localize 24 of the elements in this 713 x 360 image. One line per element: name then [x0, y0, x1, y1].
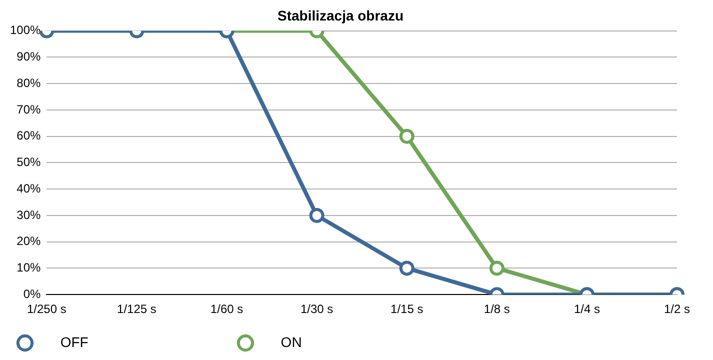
chart-title: Stabilizacja obrazu — [277, 7, 404, 24]
y-tick-label: 20% — [16, 234, 42, 248]
point — [399, 128, 414, 144]
point — [309, 208, 324, 223]
x-tick-label: 1/30 s — [300, 302, 334, 316]
x-tick-label: 1/60 s — [210, 302, 244, 316]
y-tick-label: 60% — [16, 128, 42, 143]
y-tick-label: 70% — [16, 102, 42, 116]
x-tick-label: 1/4 s — [574, 302, 600, 316]
y-tick-label: 40% — [16, 181, 42, 196]
legend-label: OFF — [37, 334, 224, 350]
y-tick-label: 80% — [16, 76, 42, 90]
y-tick-label: 90% — [16, 49, 42, 64]
y-tick-label: 10% — [16, 260, 42, 275]
x-tick-label: 1/125 s — [117, 302, 156, 316]
y-tick-label: 100% — [10, 23, 42, 38]
y-tick-label: 0% — [23, 286, 42, 301]
legend-label: ON — [257, 334, 438, 350]
y-tick-label: 30% — [16, 208, 42, 222]
x-tick-label: 1/250 s — [27, 302, 66, 316]
x-tick-label: 1/15 s — [390, 302, 424, 316]
x-tick-label: 1/2 s — [664, 302, 690, 316]
y-tick-label: 50% — [16, 155, 42, 170]
x-tick-label: 1/8 s — [484, 302, 510, 316]
